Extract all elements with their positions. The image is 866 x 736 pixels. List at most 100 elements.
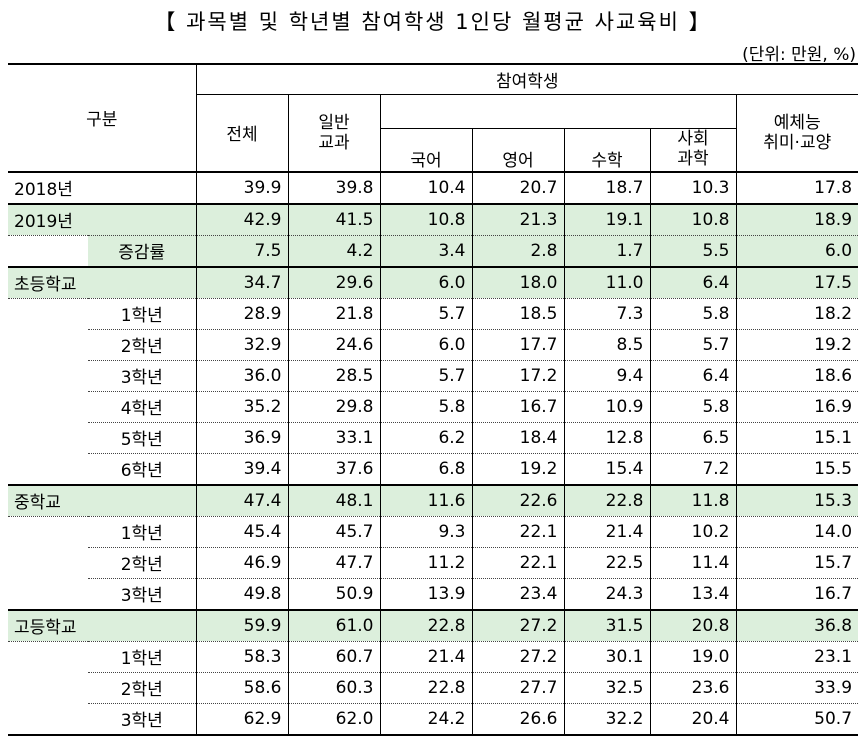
table-cell: 13.9 <box>380 578 473 610</box>
table-cell: 22.8 <box>564 483 651 517</box>
table-cell: 17.8 <box>736 171 859 204</box>
table-cell: 39.4 <box>196 453 289 485</box>
table-cell: 14.0 <box>736 516 859 548</box>
table-cell: 32.2 <box>564 703 651 736</box>
table-cell: 19.1 <box>564 202 651 236</box>
row-sublabel: 1학년 <box>88 298 197 330</box>
table-cell: 17.7 <box>472 329 565 361</box>
table-cell: 22.6 <box>472 483 565 517</box>
table-cell: 61.0 <box>288 608 381 642</box>
table-cell: 6.8 <box>380 453 473 485</box>
row-sublabel: 4학년 <box>88 391 197 423</box>
row-indent <box>8 672 88 703</box>
table-row: 3학년 36.0 28.5 5.7 17.2 9.4 6.4 18.6 <box>8 360 859 392</box>
row-indent <box>8 329 88 360</box>
table-row: 5학년 36.9 33.1 6.2 18.4 12.8 6.5 15.1 <box>8 422 859 454</box>
table-cell: 13.4 <box>650 578 737 610</box>
table-cell: 21.4 <box>564 516 651 548</box>
table-cell: 20.7 <box>472 171 565 204</box>
row-indent <box>8 641 88 672</box>
table-cell: 22.8 <box>380 608 473 642</box>
table-row: 4학년 35.2 29.8 5.8 16.7 10.9 5.8 16.9 <box>8 391 859 423</box>
table-cell: 4.2 <box>288 235 381 267</box>
table-cell: 50.7 <box>736 703 859 736</box>
row-sublabel: 1학년 <box>88 516 197 548</box>
table-row: 초등학교 34.7 29.6 6.0 18.0 11.0 6.4 17.5 <box>8 265 859 299</box>
table-title: 【 과목별 및 학년별 참여학생 1인당 월평균 사교육비 】 <box>154 10 712 34</box>
table-cell: 32.5 <box>564 672 651 704</box>
table-cell: 37.6 <box>288 453 381 485</box>
table-cell: 17.5 <box>736 265 859 299</box>
table-cell: 31.5 <box>564 608 651 642</box>
table-row: 3학년 62.9 62.0 24.2 26.6 32.2 20.4 50.7 <box>8 703 859 736</box>
table-cell: 21.3 <box>472 202 565 236</box>
row-sublabel: 2학년 <box>88 329 197 361</box>
table-cell: 22.1 <box>472 547 565 579</box>
table-cell: 1.7 <box>564 235 651 267</box>
table-cell: 11.0 <box>564 265 651 299</box>
table-row: 2학년 46.9 47.7 11.2 22.1 22.5 11.4 15.7 <box>8 547 859 579</box>
table-row: 6학년 39.4 37.6 6.8 19.2 15.4 7.2 15.5 <box>8 453 859 485</box>
header-total: 전체 <box>196 94 289 173</box>
table-row: 2학년 58.6 60.3 22.8 27.7 32.5 23.6 33.9 <box>8 672 859 704</box>
row-label: 2019년 <box>8 202 197 236</box>
header-general-line1: 일반 <box>318 112 350 133</box>
table-cell: 7.2 <box>650 453 737 485</box>
table-cell: 16.7 <box>472 391 565 423</box>
table-cell: 49.8 <box>196 578 289 610</box>
table-cell: 27.2 <box>472 641 565 673</box>
table-cell: 20.4 <box>650 703 737 736</box>
table-cell: 18.9 <box>736 202 859 236</box>
table-row: 1학년 58.3 60.7 21.4 27.2 30.1 19.0 23.1 <box>8 641 859 673</box>
row-indent <box>8 422 88 453</box>
unit-note: (단위: 만원, %) <box>742 45 856 65</box>
table-cell: 36.8 <box>736 608 859 642</box>
table-cell: 9.4 <box>564 360 651 392</box>
row-sublabel: 5학년 <box>88 422 197 454</box>
table-cell: 5.8 <box>650 298 737 330</box>
table-cell: 3.4 <box>380 235 473 267</box>
row-sublabel: 증감률 <box>88 235 197 267</box>
table-cell: 10.8 <box>380 202 473 236</box>
table-cell: 35.2 <box>196 391 289 423</box>
table-cell: 23.6 <box>650 672 737 704</box>
table-cell: 62.0 <box>288 703 381 736</box>
table-cell: 59.9 <box>196 608 289 642</box>
row-sublabel: 3학년 <box>88 360 197 392</box>
table-cell: 18.2 <box>736 298 859 330</box>
row-sublabel: 6학년 <box>88 453 197 485</box>
table-cell: 6.4 <box>650 265 737 299</box>
table-cell: 18.0 <box>472 265 565 299</box>
table-cell: 23.4 <box>472 578 565 610</box>
table-cell: 22.8 <box>380 672 473 704</box>
table-row: 2학년 32.9 24.6 6.0 17.7 8.5 5.7 19.2 <box>8 329 859 361</box>
table-cell: 6.0 <box>380 329 473 361</box>
row-indent <box>8 360 88 391</box>
table-cell: 11.6 <box>380 483 473 517</box>
table-row: 1학년 45.4 45.7 9.3 22.1 21.4 10.2 14.0 <box>8 516 859 548</box>
table-cell: 42.9 <box>196 202 289 236</box>
header-participants: 참여학생 <box>196 63 859 95</box>
table-cell: 39.8 <box>288 171 381 204</box>
education-cost-table: 구분 참여학생 전체 일반 교과 예체능 취미·교양 국어 영어 수학 사회 과… <box>8 63 859 736</box>
row-indent <box>8 516 88 547</box>
table-cell: 15.3 <box>736 483 859 517</box>
table-cell: 21.8 <box>288 298 381 330</box>
header-social: 사회 과학 <box>650 128 736 173</box>
table-cell: 27.7 <box>472 672 565 704</box>
table-cell: 20.8 <box>650 608 737 642</box>
table-cell: 60.7 <box>288 641 381 673</box>
table-cell: 33.9 <box>736 672 859 704</box>
row-label: 고등학교 <box>8 608 197 642</box>
header-general: 일반 교과 <box>288 94 381 173</box>
table-cell: 45.4 <box>196 516 289 548</box>
table-cell: 15.5 <box>736 453 859 485</box>
table-cell: 15.1 <box>736 422 859 454</box>
table-cell: 17.2 <box>472 360 565 392</box>
table-cell: 34.7 <box>196 265 289 299</box>
table-cell: 6.4 <box>650 360 737 392</box>
row-label: 초등학교 <box>8 265 197 299</box>
table-cell: 36.9 <box>196 422 289 454</box>
row-indent <box>8 298 88 329</box>
row-sublabel: 3학년 <box>88 703 197 736</box>
